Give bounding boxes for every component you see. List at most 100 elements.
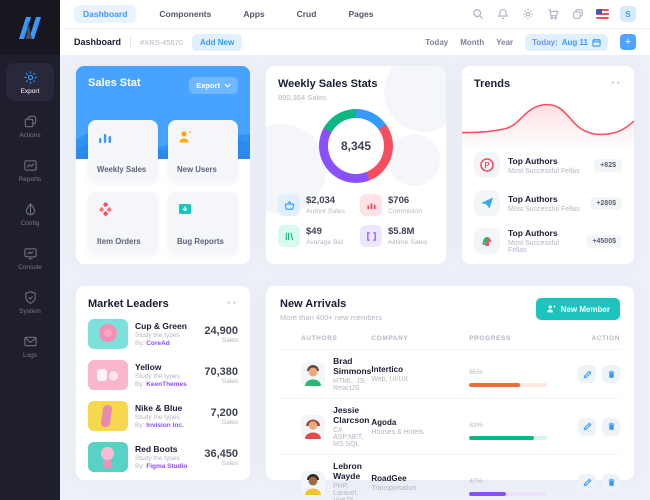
tile-weekly-sales[interactable]: Weekly Sales <box>88 120 158 182</box>
sidebar-item-system[interactable]: System <box>6 283 54 321</box>
edit-button[interactable] <box>578 365 596 383</box>
sidebar-item-label: Reports <box>18 176 42 183</box>
author-name[interactable]: Lebron Wayde <box>333 461 362 481</box>
sales-count: 70,380 <box>204 365 238 378</box>
trend-badge: +280$ <box>590 196 622 210</box>
table-row: Brad Simmons HTML, JS, ReactJS Intertico W… <box>280 349 620 399</box>
bell-icon[interactable] <box>496 7 510 21</box>
quick-add-button[interactable]: + <box>620 34 636 50</box>
delete-button[interactable] <box>602 473 620 492</box>
menu-item-apps[interactable]: Apps <box>243 9 265 19</box>
author-name[interactable]: Brad Simmons <box>333 356 372 376</box>
weekly-stats-grid: $2,034 Author Sales $706 Commision <box>278 194 434 247</box>
list-item[interactable]: Nike & Blue Study the types By: Invision I… <box>88 401 238 431</box>
sidebar-nav: Export Actions Reports Config Console Sy… <box>0 55 60 365</box>
author-skills: HTML, JS, ReactJS <box>333 378 367 392</box>
copy-icon[interactable] <box>571 7 585 21</box>
progress-fill <box>469 383 520 387</box>
menu-item-dashboard[interactable]: Dashboard <box>74 5 137 23</box>
sidebar-item-console[interactable]: Console <box>6 239 54 277</box>
delete-button[interactable] <box>602 417 620 436</box>
donut-chart: 8,345 <box>278 102 434 190</box>
trends-line-chart <box>462 103 634 150</box>
trends-card: Trends •• <box>462 66 634 264</box>
sidebar: Export Actions Reports Config Console Sy… <box>0 0 60 500</box>
trend-item[interactable]: Top Authors Most Successful Fellas +4500$ <box>474 228 622 254</box>
column-header-action[interactable]: ACTION <box>562 330 620 350</box>
menu-item-components[interactable]: Components <box>159 9 212 19</box>
avatar <box>301 414 326 439</box>
company-name: Agoda <box>371 417 397 427</box>
user-avatar-button[interactable]: S <box>620 6 636 22</box>
menu-item-pages[interactable]: Pages <box>348 9 374 19</box>
edit-button[interactable] <box>578 473 596 492</box>
more-menu-icon[interactable]: •• <box>226 298 238 309</box>
stat-value: $2,034 <box>306 195 336 206</box>
list-item[interactable]: Cup & Green Study the types By: CoreAd 24,… <box>88 319 238 349</box>
trend-item[interactable]: Top Authors Most Successful Fellas +280$ <box>474 190 622 216</box>
stat-value: $49 <box>306 226 322 237</box>
user-plus-icon <box>179 131 191 143</box>
shield-icon <box>24 291 36 304</box>
export-button[interactable]: Export <box>189 77 238 94</box>
new-member-button[interactable]: New Member <box>535 298 620 320</box>
product-name: Cup & Green <box>135 321 187 331</box>
filter-today[interactable]: Today <box>425 37 449 47</box>
divider <box>130 37 132 47</box>
sales-label: Sales <box>221 377 238 385</box>
product-thumbnail <box>88 401 128 431</box>
sales-count: 36,450 <box>204 447 238 460</box>
edit-button[interactable] <box>578 417 596 436</box>
copy-icon <box>24 115 36 128</box>
gear-icon[interactable] <box>521 7 535 21</box>
menu-item-crud[interactable]: Crud <box>296 9 317 19</box>
mail-icon <box>23 336 37 347</box>
trend-item[interactable]: P Top Authors Most Successful Fellas +82$ <box>474 152 622 178</box>
date-picker-button[interactable]: Today: Aug 11 <box>525 33 608 51</box>
sidebar-item-actions[interactable]: Actions <box>6 107 54 145</box>
product-author: By: Invision Inc. <box>135 422 184 429</box>
sidebar-item-logs[interactable]: Logs <box>6 327 54 365</box>
tile-label: Weekly Sales <box>97 165 147 174</box>
tile-item-orders[interactable]: Item Orders <box>88 192 158 254</box>
tile-label: Item Orders <box>97 237 141 246</box>
table-row: Lebron Wayde PHP, Laravel, VueJS RoadGeeT… <box>280 454 620 500</box>
delete-button[interactable] <box>602 365 620 383</box>
tile-new-users[interactable]: New Users <box>168 120 238 182</box>
add-new-button[interactable]: Add New <box>191 33 243 51</box>
brackets-icon <box>360 225 382 247</box>
chart-image-icon <box>23 160 37 171</box>
column-header-progress[interactable]: PROGRESS <box>469 330 563 350</box>
user-plus-icon <box>546 305 555 313</box>
author-name[interactable]: Jessie Clarcson <box>333 405 370 425</box>
filter-month[interactable]: Month <box>460 37 485 47</box>
search-icon[interactable] <box>471 7 485 21</box>
us-flag-icon[interactable] <box>596 9 609 19</box>
trend-badge: +4500$ <box>586 234 622 248</box>
sidebar-item-reports[interactable]: Reports <box>6 151 54 189</box>
product-desc: Study the types <box>135 332 180 339</box>
avatar <box>301 362 326 386</box>
tile-bug-reports[interactable]: Bug Reports <box>168 192 238 254</box>
export-label: Export <box>196 81 220 90</box>
trend-subtitle: Most Successful Fellas <box>508 240 559 254</box>
sidebar-item-label: Actions <box>19 132 41 139</box>
column-header-company[interactable]: COMPANY <box>371 330 470 350</box>
trend-subtitle: Most Successful Fellas <box>508 205 580 213</box>
list-item[interactable]: Red Boots Study the types By: Figma Studio… <box>88 442 238 472</box>
more-menu-icon[interactable]: •• <box>610 78 622 89</box>
list-item[interactable]: Yellow Study the types By: KeenThemes 70,3… <box>88 360 238 390</box>
progress-bar <box>469 491 548 496</box>
cart-icon[interactable] <box>546 7 560 21</box>
product-author: By: KeenThemes <box>135 381 187 388</box>
sidebar-item-config[interactable]: Config <box>6 195 54 233</box>
bender-logo-icon <box>474 228 500 254</box>
column-header-authors[interactable]: AUTHORS <box>301 330 372 350</box>
page-code: #XRS-45670 <box>140 37 183 47</box>
new-arrivals-title: New Arrivals <box>280 298 347 310</box>
app-logo[interactable] <box>0 0 60 55</box>
page-title: Dashboard <box>74 37 122 47</box>
sidebar-item-export[interactable]: Export <box>6 63 54 101</box>
top-navbar: Dashboard Components Apps Crud Pages S <box>60 0 650 28</box>
filter-year[interactable]: Year <box>496 37 514 47</box>
